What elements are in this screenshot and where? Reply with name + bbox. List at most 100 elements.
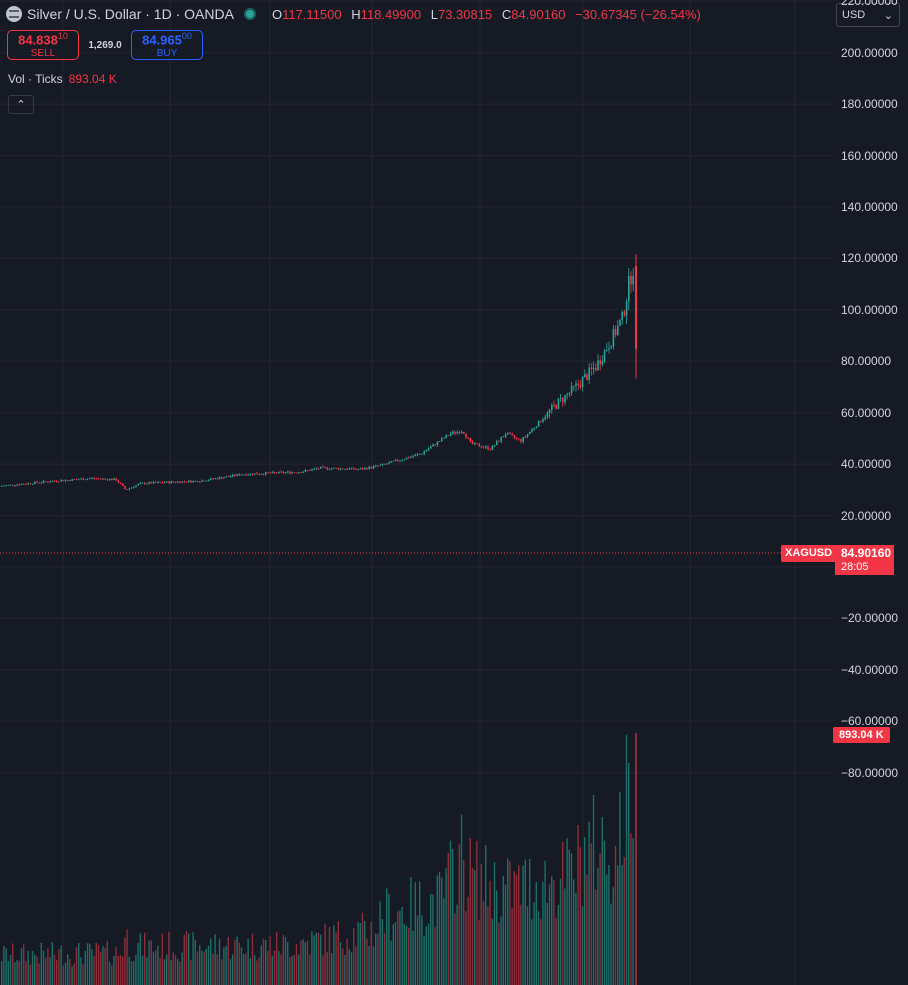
volume-bar <box>199 945 201 985</box>
sell-button[interactable]: 84.83810 SELL <box>7 30 79 60</box>
candle-body <box>386 463 388 465</box>
volume-bar <box>562 841 564 985</box>
volume-bar <box>403 923 405 985</box>
candle-body <box>573 385 575 387</box>
volume-legend[interactable]: Vol · Ticks 893.04 K <box>8 72 117 86</box>
volume-bar <box>568 849 570 985</box>
volume-bar <box>346 938 348 985</box>
candle-body <box>370 466 373 469</box>
volume-bar <box>586 874 588 985</box>
candle-body <box>350 467 353 469</box>
volume-bar <box>375 933 377 985</box>
volume-bar <box>463 860 465 985</box>
volume-bar <box>511 908 513 985</box>
candle-body <box>454 431 456 434</box>
volume-bar <box>632 838 634 985</box>
candle-body <box>80 478 82 480</box>
candle-body <box>51 481 54 482</box>
axis-tick-label: 80.00000 <box>841 354 892 369</box>
candle-body <box>467 437 469 439</box>
volume-bar <box>210 938 212 985</box>
volume-bar <box>291 956 293 985</box>
volume-bar <box>617 865 619 985</box>
candle-body <box>256 473 258 475</box>
candle-body <box>328 469 331 471</box>
candle-body <box>203 480 205 482</box>
volume-bar <box>97 945 100 985</box>
volume-bar <box>1 961 3 985</box>
candle-body <box>223 477 225 479</box>
candle-body <box>432 444 434 447</box>
candle-body <box>229 476 232 478</box>
volume-bar <box>467 896 469 985</box>
volume-bar <box>104 947 106 985</box>
volume-bar <box>491 918 493 985</box>
candle-body <box>254 473 256 475</box>
currency-select[interactable]: USD ⌄ <box>836 3 900 27</box>
symbol-legend[interactable]: Silver / U.S. Dollar · 1D · OANDA O117.1… <box>6 4 701 24</box>
symbol-title[interactable]: Silver / U.S. Dollar · 1D · OANDA <box>27 6 234 22</box>
volume-bar <box>278 951 280 985</box>
volume-bar <box>584 837 586 985</box>
candle-body <box>423 451 425 454</box>
candle-body <box>320 466 322 469</box>
candle-body <box>139 482 142 485</box>
volume-bar <box>364 921 366 985</box>
candle-body <box>269 472 271 474</box>
candle-body <box>141 482 144 484</box>
candle-body <box>196 480 199 483</box>
candle-body <box>225 476 227 478</box>
volume-bar <box>177 958 179 985</box>
candle-body <box>119 482 122 484</box>
volume-bar <box>29 964 31 985</box>
candle-body <box>456 432 458 434</box>
candle-body <box>221 477 223 479</box>
axis-tick-label: −40.00000 <box>841 662 899 677</box>
volume-bar <box>456 904 458 985</box>
volume-bar <box>196 951 199 985</box>
volume-bar <box>379 901 381 985</box>
candle-body <box>612 329 615 347</box>
volume-bar <box>14 962 16 985</box>
axis-tick-label: 60.00000 <box>841 405 892 420</box>
collapse-legend-button[interactable]: ⌃ <box>8 95 34 114</box>
volume-bar <box>194 939 196 985</box>
volume-bar <box>480 863 482 985</box>
candle-body <box>599 360 601 365</box>
candle-body <box>124 485 126 490</box>
axis-tick-label: 140.00000 <box>841 200 898 214</box>
candle-body <box>89 478 91 480</box>
candle-body <box>577 383 579 386</box>
candle-body <box>302 471 304 473</box>
volume-bar <box>300 940 302 985</box>
volume-bar <box>359 923 361 985</box>
candle-body <box>276 472 278 474</box>
candle-body <box>377 465 379 467</box>
volume-bar <box>388 893 390 985</box>
volume-bar <box>551 876 553 985</box>
candle-body <box>192 480 194 483</box>
volume-bar <box>80 957 82 985</box>
candle-body <box>300 472 302 474</box>
volume-bar <box>559 878 562 985</box>
volume-bar <box>269 936 271 985</box>
candle-body <box>491 445 494 450</box>
candle-body <box>258 474 260 476</box>
buy-button[interactable]: 84.96500 BUY <box>131 30 203 60</box>
candle-body <box>628 275 630 302</box>
volume-bar <box>452 849 454 985</box>
candle-body <box>245 474 247 476</box>
volume-bar <box>311 931 313 985</box>
volume-bar <box>366 938 368 985</box>
volume-bar <box>71 966 73 985</box>
volume-bar <box>315 932 317 985</box>
market-status-icon[interactable] <box>243 8 256 20</box>
candle-body <box>93 477 95 479</box>
candle-body <box>161 482 164 484</box>
volume-bar <box>370 921 372 985</box>
volume-bar <box>478 920 480 985</box>
candle-body <box>27 483 29 485</box>
volume-bar <box>93 955 95 985</box>
volume-bar <box>476 840 478 985</box>
